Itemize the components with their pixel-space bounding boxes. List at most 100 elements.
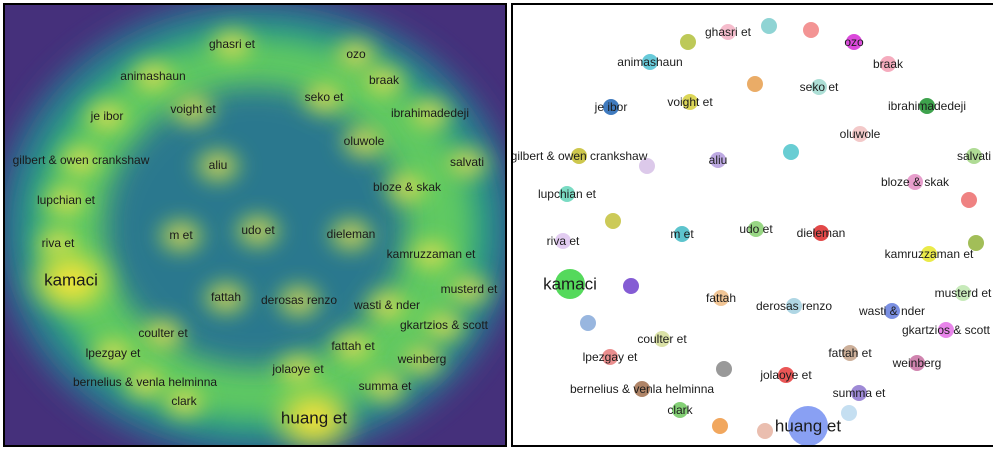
density-label-gilbert-and-owen-crankshaw: gilbert & owen crankshaw xyxy=(13,153,150,167)
node-label-gilbert-and-owen-crankshaw: gilbert & owen crankshaw xyxy=(513,149,648,163)
node-label-oluwole: oluwole xyxy=(840,127,881,141)
network-labels: ghasri et ozo animashaun braak seko et je ibo… xyxy=(513,25,992,435)
node-bernelius-and-venla-helminna[interactable] xyxy=(634,381,650,397)
node-label-jolaoye-et: jolaoye et xyxy=(759,368,812,382)
node-kamaci[interactable] xyxy=(555,269,585,299)
node-label-salvati: salvati xyxy=(957,149,991,163)
density-label-je-ibor: je ibor xyxy=(90,109,124,123)
node-coulter-et[interactable] xyxy=(654,331,670,347)
density-hotspot-huang-et xyxy=(262,377,366,445)
node-unlabeled-2[interactable] xyxy=(803,22,819,38)
node-salvati[interactable] xyxy=(966,148,982,164)
node-fattah-et[interactable] xyxy=(842,345,858,361)
node-ghasri-et[interactable] xyxy=(720,24,736,40)
node-bloze-and-skak[interactable] xyxy=(907,174,923,190)
density-label-ozo: ozo xyxy=(346,47,366,61)
density-hotspot-voight-et xyxy=(161,84,225,136)
node-kamruzzaman-et[interactable] xyxy=(921,246,937,262)
density-hotspot-animashaun xyxy=(121,51,185,103)
density-hotspot-gilbert-and-owen-crankshaw xyxy=(49,135,113,187)
density-label-derosas-renzo: derosas renzo xyxy=(261,293,337,307)
node-jolaoye-et[interactable] xyxy=(778,367,794,383)
node-summa-et[interactable] xyxy=(851,385,867,401)
density-label-coulter-et: coulter et xyxy=(138,326,188,340)
density-label-dieleman: dieleman xyxy=(327,227,376,241)
density-label-ghasri-et: ghasri et xyxy=(209,37,256,51)
node-oluwole[interactable] xyxy=(852,126,868,142)
node-weinberg[interactable] xyxy=(909,355,925,371)
node-label-braak: braak xyxy=(873,57,904,71)
node-label-wasti-and-nder: wasti & nder xyxy=(858,304,925,318)
density-hotspot-coulter-et xyxy=(131,308,195,360)
node-seko-et[interactable] xyxy=(811,79,827,95)
node-label-voight-et: voight et xyxy=(667,95,713,109)
density-hotspot-ghasri-et xyxy=(200,19,264,71)
node-unlabeled-21[interactable] xyxy=(605,213,621,229)
node-wasti-and-nder[interactable] xyxy=(884,303,900,319)
network-map: ghasri et ozo animashaun braak seko et je ibo… xyxy=(513,18,992,446)
node-unlabeled-1[interactable] xyxy=(761,18,777,34)
node-animashaun[interactable] xyxy=(642,54,658,70)
density-label-salvati: salvati xyxy=(450,155,484,169)
node-label-animashaun: animashaun xyxy=(617,55,682,69)
density-label-weinberg: weinberg xyxy=(397,352,447,366)
node-lupchian-et[interactable] xyxy=(559,186,575,202)
density-label-clark: clark xyxy=(171,394,197,408)
density-hotspot-clark xyxy=(152,376,216,428)
node-unlabeled-40[interactable] xyxy=(716,361,732,377)
node-unlabeled-47[interactable] xyxy=(757,423,773,439)
node-unlabeled-16[interactable] xyxy=(783,144,799,160)
node-musterd-et[interactable] xyxy=(955,285,971,301)
node-braak[interactable] xyxy=(880,56,896,72)
density-label-fattah: fattah xyxy=(211,290,241,304)
node-label-je-ibor: je ibor xyxy=(594,100,628,114)
density-visualization: ghasri et ozo animashaun braak seko et je ibo… xyxy=(3,3,507,447)
node-fattah[interactable] xyxy=(713,290,729,306)
node-je-ibor[interactable] xyxy=(603,99,619,115)
node-unlabeled-7[interactable] xyxy=(747,76,763,92)
node-unlabeled-19[interactable] xyxy=(961,192,977,208)
node-label-lupchian-et: lupchian et xyxy=(538,187,597,201)
density-hotspot-bloze-and-skak xyxy=(375,162,439,214)
node-derosas-renzo[interactable] xyxy=(786,298,802,314)
density-hotspot-fattah xyxy=(194,272,258,324)
density-hotspot-kamruzzaman-et xyxy=(399,229,463,281)
node-label-m-et: m et xyxy=(670,227,694,241)
node-label-fattah-et: fattah et xyxy=(828,346,872,360)
density-label-bloze-and-skak: bloze & skak xyxy=(373,180,442,194)
density-label-m-et: m et xyxy=(169,228,193,242)
node-gkartzios-and-scott[interactable] xyxy=(938,322,954,338)
node-udo-et[interactable] xyxy=(748,221,764,237)
node-huang-et[interactable] xyxy=(788,406,828,446)
node-unlabeled-26[interactable] xyxy=(968,235,984,251)
node-unlabeled-29[interactable] xyxy=(623,278,639,294)
density-hotspot-aliu xyxy=(186,140,250,192)
node-gilbert-and-owen-crankshaw[interactable] xyxy=(571,148,587,164)
node-lpezgay-et[interactable] xyxy=(602,349,618,365)
node-unlabeled-46[interactable] xyxy=(712,418,728,434)
density-hotspot-kamaci xyxy=(19,239,123,323)
node-riva-et[interactable] xyxy=(555,233,571,249)
node-dieleman[interactable] xyxy=(813,225,829,241)
node-unlabeled-4[interactable] xyxy=(680,34,696,50)
node-ozo[interactable] xyxy=(846,34,862,50)
node-unlabeled-14[interactable] xyxy=(639,158,655,174)
node-unlabeled-34[interactable] xyxy=(580,315,596,331)
density-hotspot-oluwole xyxy=(332,116,396,168)
node-label-aliu: aliu xyxy=(709,153,728,167)
node-unlabeled-45[interactable] xyxy=(841,405,857,421)
density-hotspot-seko-et xyxy=(292,72,356,124)
density-label-kamruzzaman-et: kamruzzaman et xyxy=(387,247,476,261)
node-aliu[interactable] xyxy=(710,152,726,168)
density-hotspot-m-et xyxy=(149,210,213,262)
node-label-musterd-et: musterd et xyxy=(935,286,992,300)
node-label-seko-et: seko et xyxy=(800,80,839,94)
node-clark[interactable] xyxy=(672,402,688,418)
node-label-kamruzzaman-et: kamruzzaman et xyxy=(885,247,974,261)
node-m-et[interactable] xyxy=(674,226,690,242)
density-map: ghasri et ozo animashaun braak seko et je ibo… xyxy=(5,5,505,445)
node-label-udo-et: udo et xyxy=(739,222,773,236)
node-voight-et[interactable] xyxy=(682,94,698,110)
node-ibrahimadedeji[interactable] xyxy=(919,98,935,114)
node-label-gkartzios-and-scott: gkartzios & scott xyxy=(902,323,991,337)
